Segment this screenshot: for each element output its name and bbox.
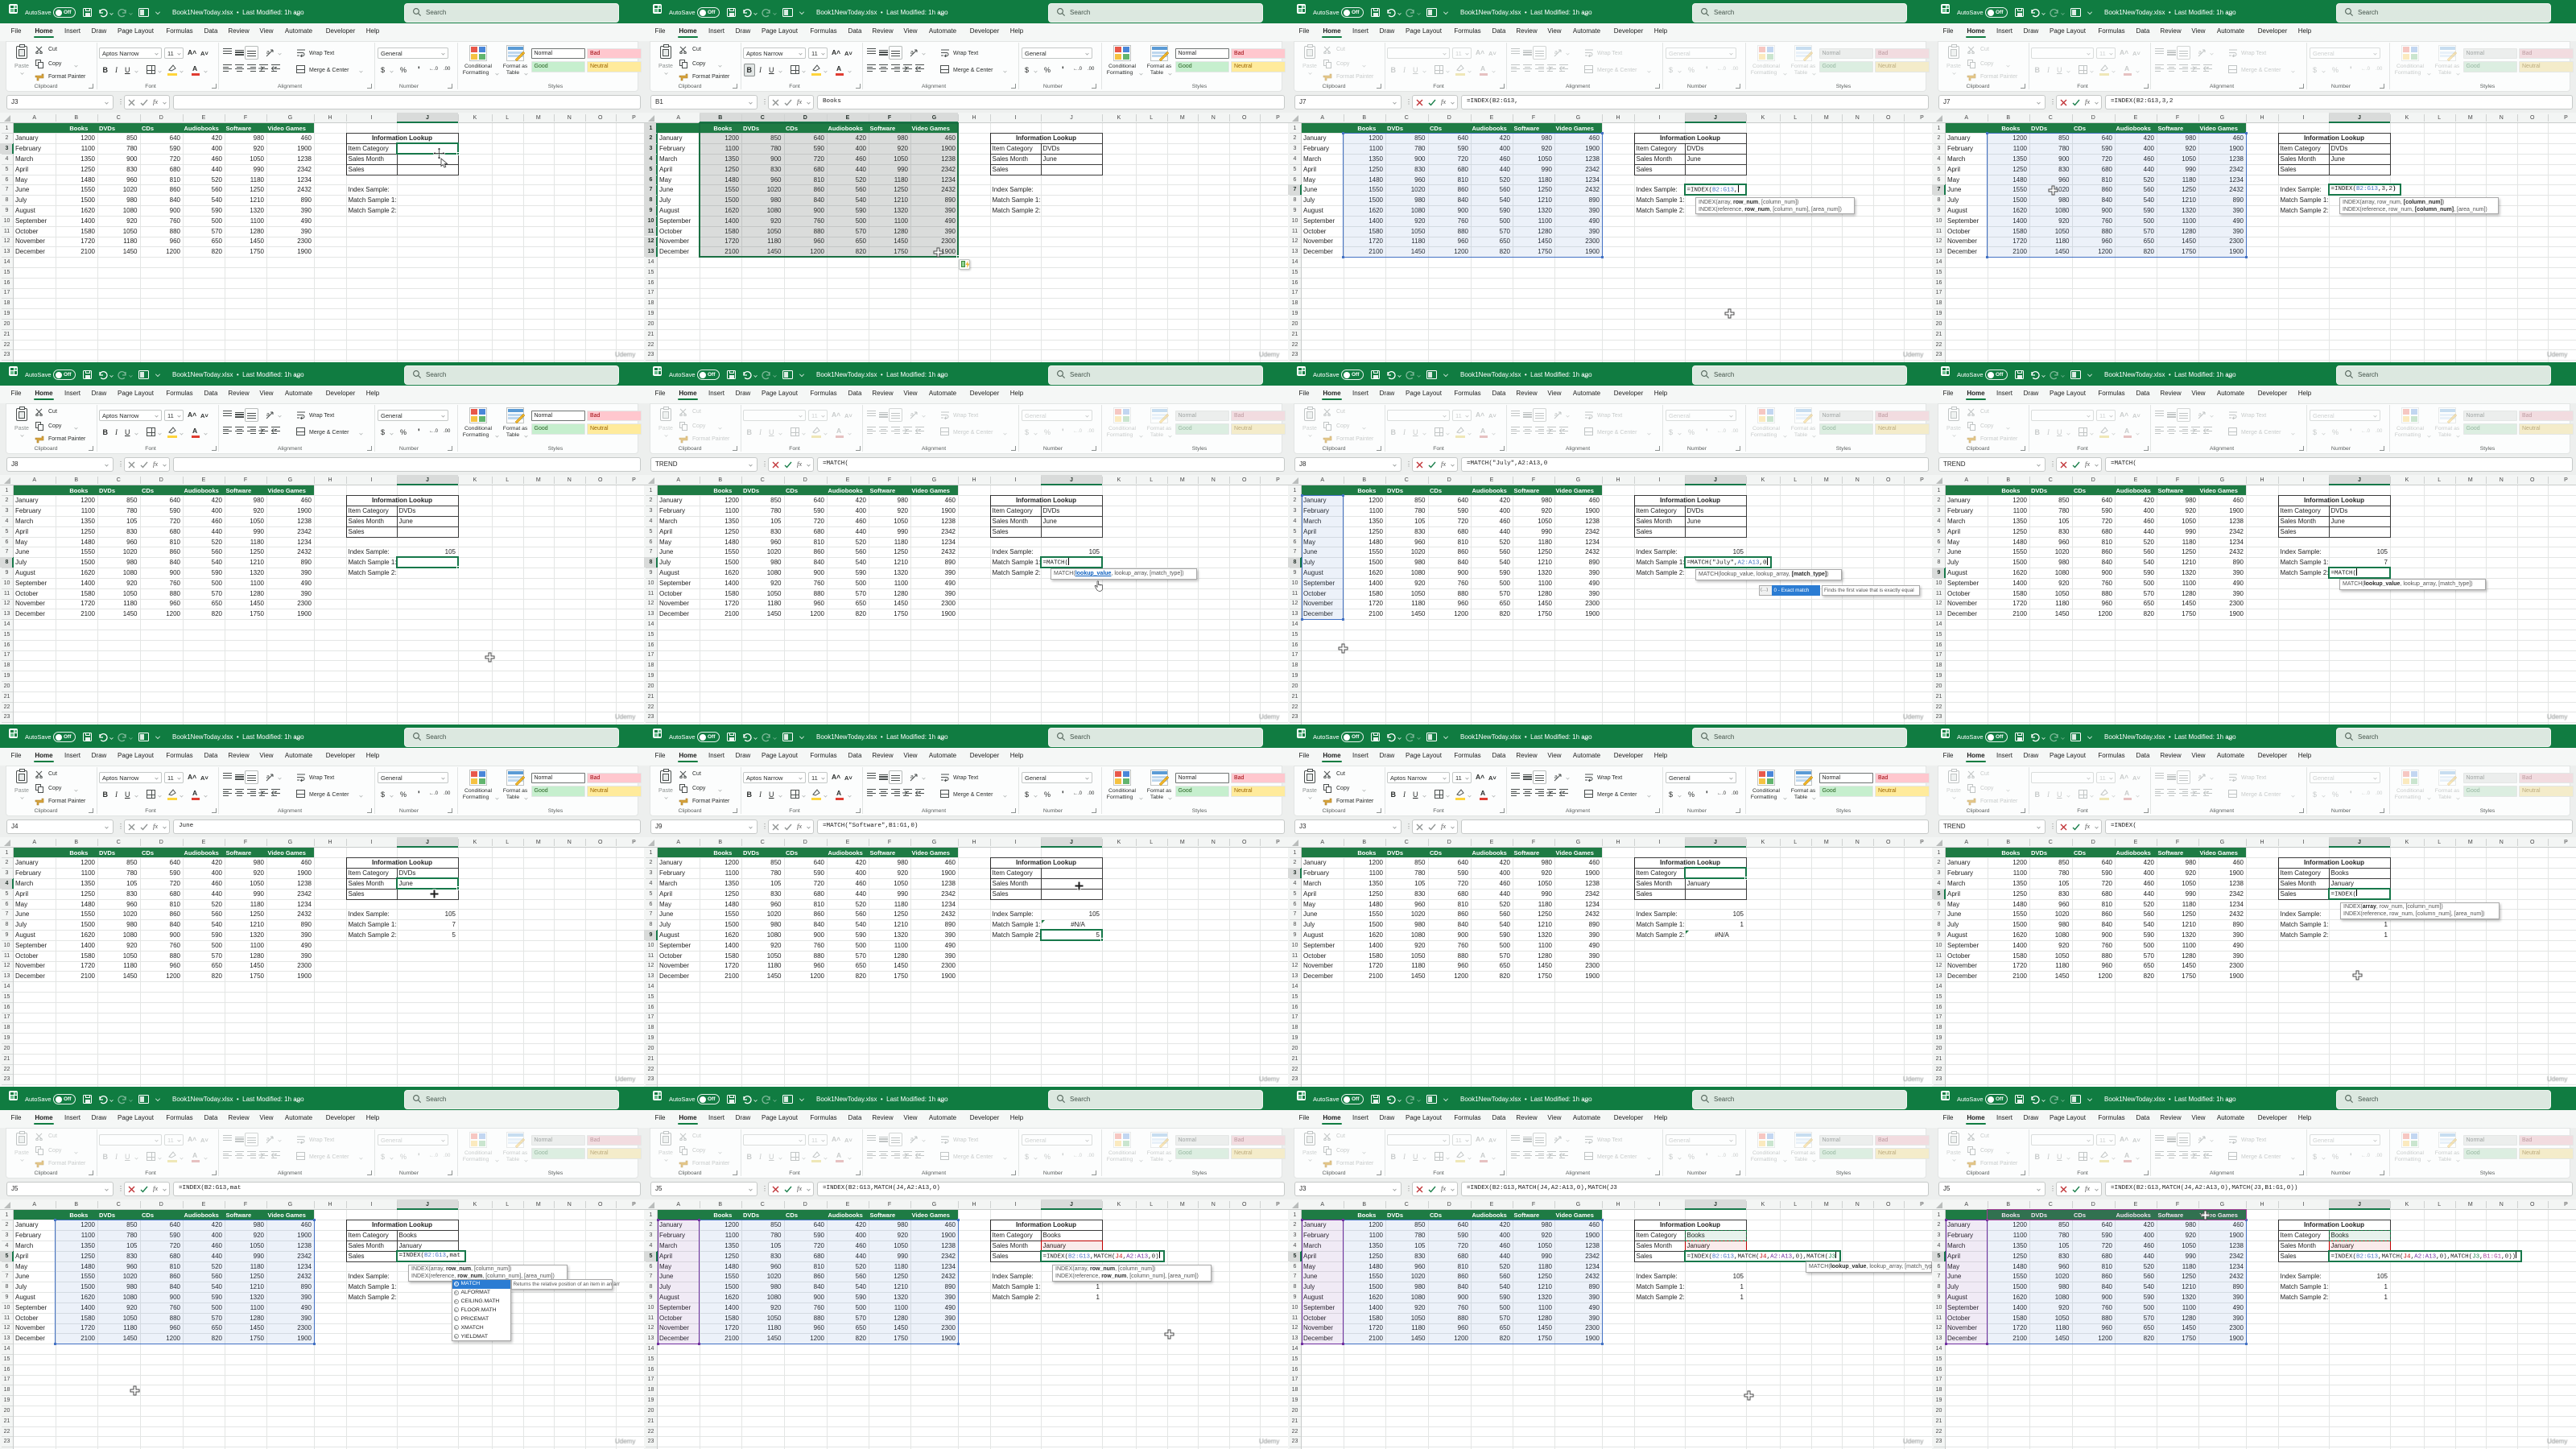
svg-text:a: a bbox=[910, 1137, 914, 1142]
svg-text:a: a bbox=[2198, 50, 2202, 56]
svg-text:a: a bbox=[1554, 774, 1558, 780]
svg-text:a: a bbox=[2198, 412, 2202, 418]
svg-text:a: a bbox=[266, 774, 270, 780]
svg-text:a: a bbox=[910, 412, 914, 418]
svg-text:a: a bbox=[1554, 412, 1558, 418]
svg-text:a: a bbox=[1554, 50, 1558, 56]
svg-text:a: a bbox=[266, 1137, 270, 1142]
svg-text:a: a bbox=[2198, 774, 2202, 780]
svg-text:a: a bbox=[266, 50, 270, 56]
svg-text:a: a bbox=[1554, 1137, 1558, 1142]
svg-text:a: a bbox=[2198, 1137, 2202, 1142]
svg-text:a: a bbox=[910, 774, 914, 780]
svg-text:a: a bbox=[266, 412, 270, 418]
svg-text:a: a bbox=[910, 50, 914, 56]
